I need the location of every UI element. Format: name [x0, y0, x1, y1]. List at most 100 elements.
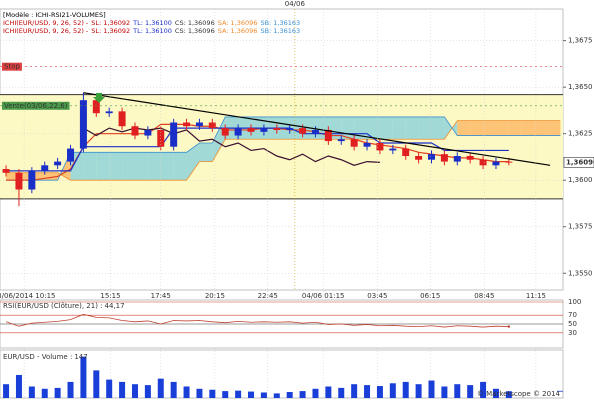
candle-body [208, 122, 216, 129]
volume-bar [441, 386, 448, 398]
legend-entry: CS: 1,36096 [174, 27, 215, 35]
volume-bar [402, 381, 409, 398]
order-label: Stop [4, 63, 20, 71]
cloud-segment [392, 116, 406, 140]
candle-body [492, 161, 500, 166]
volume-bar [389, 383, 396, 398]
volume-bar [80, 356, 87, 398]
cloud-segment [418, 116, 432, 140]
legend-entry: CS: 1,36096 [174, 19, 215, 27]
candle-body [2, 169, 10, 173]
legend-entry: SL: 1,36092 [91, 19, 131, 27]
y-tick-label: 50 [568, 320, 577, 328]
candle-body [299, 128, 307, 134]
volume-bar [119, 381, 126, 398]
volume-bar [209, 389, 216, 398]
candle-body [428, 154, 436, 160]
volume-bar [467, 385, 474, 398]
x-tick-label: 03:45 [367, 292, 387, 300]
volume-bar [3, 384, 10, 398]
volume-bar [480, 381, 487, 398]
y-tick-label: 1,3675 [568, 37, 593, 45]
volume-bar [15, 375, 22, 398]
y-tick-label: 1,3600 [568, 176, 593, 184]
volume-frame [0, 349, 564, 399]
volume-bar [428, 380, 435, 398]
volume-bar [196, 388, 203, 398]
volume-bar [286, 392, 293, 398]
volume-bar [131, 384, 138, 398]
volume-bar [273, 393, 280, 398]
x-tick-label: 11:15 [526, 292, 546, 300]
x-tick-label: 08:45 [474, 292, 494, 300]
y-tick-label: 1,3650 [568, 83, 593, 91]
y-tick-label: 100 [568, 298, 581, 306]
volume-bar [144, 385, 151, 398]
candle-body [324, 129, 332, 142]
y-tick-label: 1,3550 [568, 269, 593, 277]
volume-bar [260, 392, 267, 398]
cloud-segment [186, 142, 200, 181]
span-a-line [6, 120, 561, 181]
candle-body [247, 128, 255, 132]
volume-bar [299, 391, 306, 398]
cloud-segment [508, 120, 522, 136]
cloud-segment [109, 152, 123, 181]
legend-entry: SA: 1,36096 [217, 27, 258, 35]
cloud-segment [495, 120, 509, 136]
candle-body [466, 156, 474, 160]
x-tick-label: 17:45 [151, 292, 171, 300]
candle-body [440, 154, 448, 162]
candle-body [183, 122, 191, 127]
candle-body [131, 126, 139, 136]
cloud-segment [521, 120, 535, 136]
volume-bar [454, 384, 461, 398]
legend-entry: ICHI(EUR/USD, 9, 26, 52) - [3, 19, 89, 27]
legend-entry: ICHI(EUR/USD, 9, 26, 52) - [3, 27, 89, 35]
candle-body [453, 156, 461, 162]
candle-body [195, 122, 203, 127]
volume-bar [93, 370, 100, 398]
x-tick-label: 22:45 [258, 292, 278, 300]
cloud-segment [547, 120, 561, 136]
cloud-segment [199, 142, 213, 162]
volume-bar [106, 379, 113, 398]
candle-body [41, 165, 49, 171]
last-price-box [563, 157, 594, 168]
volume-bar [415, 384, 422, 398]
cloud-segment [379, 116, 393, 140]
cloud-segment [96, 152, 110, 181]
cloud-segment [160, 152, 174, 181]
cloud-segment [122, 152, 135, 181]
candle-body [28, 170, 36, 190]
model-label: [Modèle : ICHI-RSI21-VOLUMES] [3, 11, 106, 19]
volume-bar [157, 378, 164, 398]
plot-area [0, 40, 563, 274]
candle-body [260, 128, 268, 132]
copyright: © Marketscope © 2014 [477, 390, 561, 398]
cloud-segment [483, 120, 496, 136]
legend-entry: SL: 1,36092 [91, 27, 131, 35]
candle-body [311, 129, 319, 134]
cloud-segment [173, 152, 187, 181]
signal-arrow [93, 93, 105, 103]
volume-current-label: 147 [74, 353, 87, 361]
cloud-segment [134, 152, 148, 181]
volume-bar [505, 391, 512, 398]
candle-body [15, 172, 23, 190]
volume-bar [364, 385, 371, 398]
y-tick-label: 1,3575 [568, 223, 593, 231]
candle-body [144, 129, 152, 136]
cloud-segment [289, 116, 303, 140]
y-tick-label: 30 [568, 329, 577, 337]
volume-bar [325, 386, 332, 398]
candle-body [92, 100, 100, 114]
day-marker-label: 04/06 [285, 0, 306, 8]
volume-bar [351, 384, 358, 398]
last-price-label: 1,36096 [566, 158, 594, 166]
x-tick-label: 20:15 [205, 292, 225, 300]
candle-body [389, 148, 397, 151]
cloud-segment [367, 116, 380, 140]
volume-bar [54, 387, 61, 398]
